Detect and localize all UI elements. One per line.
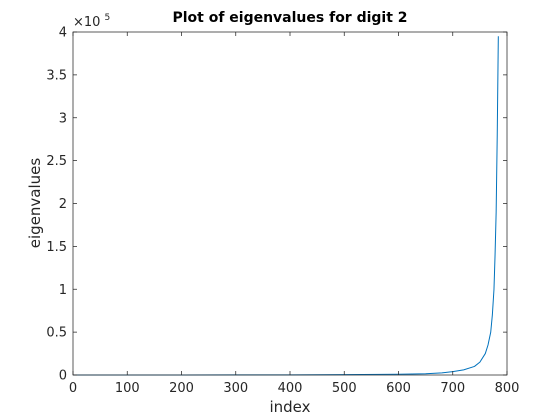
y-tick-label: 1 xyxy=(59,283,67,298)
y-multiplier-base: ×10 xyxy=(73,15,100,30)
y-tick-label: 2 xyxy=(59,197,67,212)
x-axis-label: index xyxy=(269,398,310,416)
y-tick-label: 0 xyxy=(59,369,67,384)
x-tick-label: 400 xyxy=(278,381,303,396)
plot-area xyxy=(73,32,507,375)
y-tick-label: 0.5 xyxy=(46,326,67,341)
ticks-layer: 0 100 200 300 400 500 600 700 800 0 0.5 1 1.5 2 2.5 3 3.… xyxy=(46,26,519,397)
axes-box xyxy=(72,31,508,376)
y-multiplier: ×10 5 xyxy=(73,13,110,30)
y-multiplier-exponent: 5 xyxy=(104,13,110,23)
x-tick-label: 0 xyxy=(69,381,77,396)
x-tick-label: 600 xyxy=(386,381,411,396)
x-tick-label: 500 xyxy=(332,381,357,396)
x-tick-label: 300 xyxy=(223,381,248,396)
y-axis-label: eigenvalues xyxy=(26,158,44,249)
chart-title: Plot of eigenvalues for digit 2 xyxy=(172,10,407,26)
x-tick-label: 800 xyxy=(495,381,520,396)
y-tick-label: 4 xyxy=(59,26,67,41)
x-tick-label: 200 xyxy=(169,381,194,396)
y-tick-label: 3 xyxy=(59,111,67,126)
y-tick-label: 1.5 xyxy=(46,240,67,255)
x-tick-label: 700 xyxy=(440,381,465,396)
x-tick-label: 100 xyxy=(115,381,140,396)
y-tick-label: 2.5 xyxy=(46,154,67,169)
y-tick-label: 3.5 xyxy=(46,68,67,83)
